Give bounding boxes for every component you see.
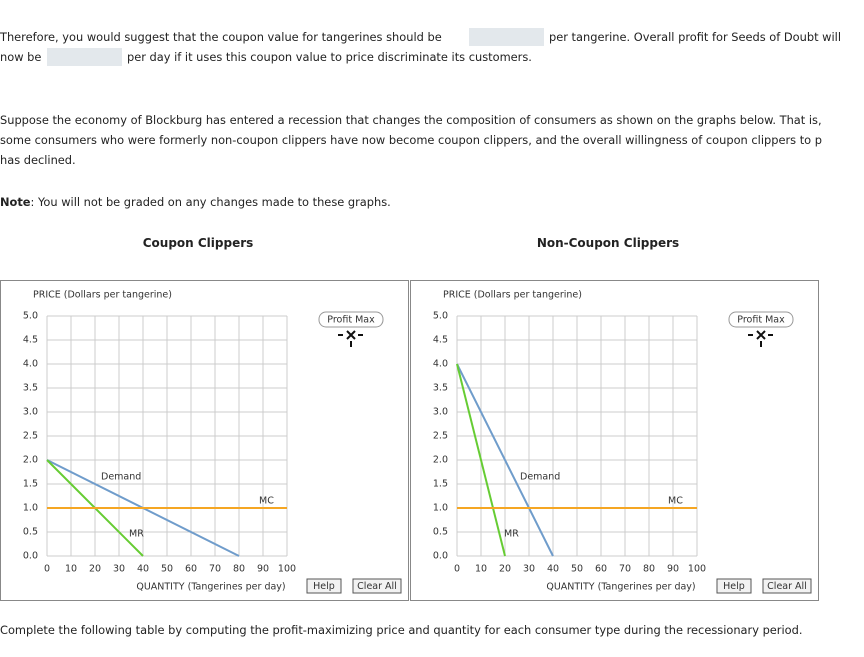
series-line (456, 363, 554, 557)
y-tick-label: 0.0 (23, 551, 38, 562)
x-tick-label: 100 (278, 564, 296, 575)
text: Therefore, you would suggest that the co… (0, 30, 442, 44)
x-tick-label: 70 (209, 564, 221, 575)
y-tick-label: 0.5 (23, 527, 38, 538)
y-tick-label: 1.5 (23, 479, 38, 490)
x-tick-label: 40 (137, 564, 149, 575)
answer-input[interactable] (47, 48, 122, 66)
x-tick-label: 60 (185, 564, 197, 575)
note-text: : You will not be graded on any changes … (30, 195, 391, 209)
profit-max-label: Profit Max (737, 315, 785, 326)
x-tick-label: 50 (161, 564, 173, 575)
profit-max-icon (748, 330, 773, 347)
chart-title: Coupon Clippers (142, 236, 254, 250)
x-tick-label: 90 (667, 564, 679, 575)
text: Complete the following table by computin… (0, 623, 803, 637)
x-tick-label: 20 (89, 564, 101, 575)
y-tick-label: 4.5 (23, 335, 38, 346)
x-tick-label: 50 (571, 564, 583, 575)
y-tick-label: 5.0 (23, 311, 38, 322)
text: Suppose the economy of Blockburg has ent… (0, 113, 822, 127)
note: Note: You will not be graded on any chan… (0, 195, 391, 209)
chart: PRICE (Dollars per tangerine) QUANTITY (T… (23, 290, 402, 594)
button[interactable] (762, 578, 812, 594)
y-tick-label: 4.0 (23, 359, 38, 370)
x-axis-label: QUANTITY (Tangerines per day) (546, 582, 695, 593)
profit-max-tool[interactable] (318, 311, 384, 328)
text: some consumers who were formerly non-cou… (0, 133, 822, 147)
x-tick-label: 60 (595, 564, 607, 575)
y-tick-label: 4.0 (433, 359, 448, 370)
series-line (456, 363, 506, 557)
button[interactable] (352, 578, 402, 594)
text: has declined. (0, 153, 76, 167)
text: per tangerine. Overall profit for Seeds … (549, 30, 841, 44)
button[interactable] (716, 578, 752, 594)
series-label: MC (668, 496, 683, 507)
profit-max-icon (338, 330, 363, 347)
series-label: Demand (101, 472, 141, 483)
text: per day if it uses this coupon value to … (127, 50, 532, 64)
x-tick-label: 100 (688, 564, 706, 575)
button-label: Help (723, 581, 745, 592)
note-label: Note (0, 195, 31, 209)
y-tick-label: 0.0 (433, 551, 448, 562)
y-tick-label: 1.0 (433, 503, 448, 514)
x-tick-label: 10 (475, 564, 487, 575)
answer-input[interactable] (469, 28, 544, 46)
y-tick-label: 3.0 (433, 407, 448, 418)
series-label: MR (129, 529, 144, 540)
x-tick-label: 80 (233, 564, 245, 575)
chart: PRICE (Dollars per tangerine) QUANTITY (T… (433, 290, 812, 594)
y-axis-label: PRICE (Dollars per tangerine) (33, 290, 172, 301)
button-label: Clear All (357, 581, 397, 592)
y-tick-label: 1.0 (23, 503, 38, 514)
y-tick-label: 3.5 (433, 383, 448, 394)
y-tick-label: 3.0 (23, 407, 38, 418)
x-tick-label: 30 (113, 564, 125, 575)
series-label: MC (259, 496, 274, 507)
button-label: Help (313, 581, 335, 592)
y-tick-label: 5.0 (433, 311, 448, 322)
button-label: Clear All (767, 581, 807, 592)
y-axis-label: PRICE (Dollars per tangerine) (443, 290, 582, 301)
y-tick-label: 2.0 (433, 455, 448, 466)
y-tick-label: 2.0 (23, 455, 38, 466)
x-tick-label: 10 (65, 564, 77, 575)
profit-max-tool[interactable] (728, 311, 794, 328)
x-tick-label: 20 (499, 564, 511, 575)
x-tick-label: 40 (547, 564, 559, 575)
x-tick-label: 0 (454, 564, 460, 575)
y-tick-label: 2.5 (433, 431, 448, 442)
series-label: Demand (520, 472, 560, 483)
x-axis-label: QUANTITY (Tangerines per day) (136, 582, 285, 593)
series-label: MR (504, 529, 519, 540)
graph-panel: PRICE (Dollars per tangerine) QUANTITY (T… (0, 280, 409, 601)
x-tick-label: 80 (643, 564, 655, 575)
graph-panel: PRICE (Dollars per tangerine) QUANTITY (T… (410, 280, 819, 601)
x-tick-label: 90 (257, 564, 269, 575)
button[interactable] (306, 578, 342, 594)
y-tick-label: 3.5 (23, 383, 38, 394)
x-tick-label: 0 (44, 564, 50, 575)
y-tick-label: 1.5 (433, 479, 448, 490)
y-tick-label: 4.5 (433, 335, 448, 346)
y-tick-label: 0.5 (433, 527, 448, 538)
x-tick-label: 30 (523, 564, 535, 575)
x-tick-label: 70 (619, 564, 631, 575)
y-tick-label: 2.5 (23, 431, 38, 442)
profit-max-label: Profit Max (327, 315, 375, 326)
text: now be (0, 50, 42, 64)
chart-title: Non-Coupon Clippers (536, 236, 680, 250)
